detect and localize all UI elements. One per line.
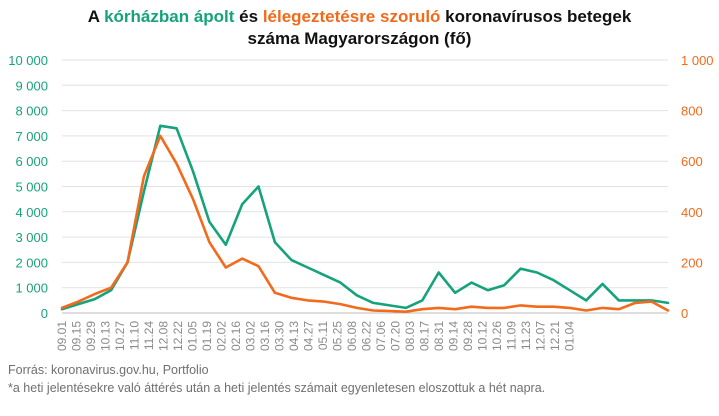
ventilated-series-line — [60, 134, 670, 314]
x-tick-label: 11.10 — [128, 321, 142, 350]
x-tick-label: 09.28 — [461, 321, 475, 351]
x-tick-label: 10.26 — [490, 321, 504, 351]
x-tick-label: 05.25 — [331, 321, 345, 351]
y-left-tick-label: 10 000 — [8, 53, 48, 68]
x-tick-label: 07.20 — [389, 321, 403, 351]
y-right-tick-label: 0 — [681, 306, 688, 321]
chart-title-line2: száma Magyarországon (fő) — [247, 29, 472, 48]
y-left-tick-label: 3 000 — [15, 230, 48, 245]
x-tick-label: 04.27 — [302, 321, 316, 351]
x-tick-label: 04.13 — [287, 321, 301, 351]
footnote: *a heti jelentésekre való áttérés után a… — [8, 381, 546, 395]
y-left-tick-label: 5 000 — [15, 180, 48, 195]
x-tick-label: 10.13 — [99, 321, 113, 351]
x-tick-label: 08.17 — [418, 321, 432, 351]
x-tick-label: 11.09 — [505, 321, 519, 350]
x-tick-label: 08.03 — [403, 321, 417, 351]
x-tick-label: 09.01 — [55, 321, 69, 351]
title-prefix: A — [87, 7, 105, 26]
title-suffix: koronavírusos betegek — [440, 7, 632, 26]
y-left-tick-label: 6 000 — [15, 154, 48, 169]
y-left-tick-label: 4 000 — [15, 205, 48, 220]
x-tick-label: 11.24 — [142, 321, 156, 350]
x-tick-label: 03.02 — [244, 321, 258, 351]
x-tick-label: 07.06 — [374, 321, 388, 351]
x-tick-label: 12.21 — [548, 321, 562, 351]
y-left-tick-label: 1 000 — [15, 281, 48, 296]
y-right-tick-label: 800 — [681, 104, 703, 119]
title-hospitalized: kórházban ápolt — [104, 7, 235, 26]
y-left-tick-label: 7 000 — [15, 129, 48, 144]
y-left-tick-label: 8 000 — [15, 104, 48, 119]
x-tick-label: 02.02 — [215, 321, 229, 351]
y-left-tick-label: 9 000 — [15, 78, 48, 93]
x-tick-label: 11.23 — [519, 321, 533, 350]
y-left-tick-label: 2 000 — [15, 255, 48, 270]
x-tick-label: 02.16 — [229, 321, 243, 351]
chart-title-line1: A kórházban ápolt és lélegeztetésre szor… — [0, 6, 719, 28]
x-tick-label: 08.31 — [432, 321, 446, 351]
x-tick-label: 12.07 — [534, 321, 548, 351]
y-right-tick-label: 200 — [681, 255, 703, 270]
y-right-tick-label: 600 — [681, 154, 703, 169]
hospitalized-series-line — [60, 124, 670, 311]
y-right-tick-label: 1 000 — [681, 53, 714, 68]
x-tick-label: 06.08 — [345, 321, 359, 351]
x-tick-label: 09.29 — [84, 321, 98, 351]
title-middle: és — [234, 7, 263, 26]
title-ventilated: lélegeztetésre szoruló — [262, 7, 441, 26]
source-note: Forrás: koronavirus.gov.hu, Portfolio — [8, 363, 209, 377]
x-tick-label: 10.12 — [476, 321, 490, 351]
x-tick-label: 10.27 — [113, 321, 127, 351]
x-tick-label: 03.16 — [258, 321, 272, 351]
x-tick-label: 09.15 — [70, 321, 84, 351]
x-tick-label: 03.30 — [273, 321, 287, 351]
x-tick-label: 01.05 — [186, 321, 200, 351]
x-tick-label: 09.14 — [447, 321, 461, 351]
x-tick-label: 01.19 — [200, 321, 214, 351]
x-tick-label: 12.08 — [157, 321, 171, 351]
x-tick-label: 06.22 — [360, 321, 374, 351]
x-tick-label: 05.11 — [316, 321, 330, 350]
x-tick-label: 01.04 — [563, 321, 577, 351]
y-left-tick-label: 0 — [41, 306, 48, 321]
x-tick-label: 12.22 — [171, 321, 185, 351]
y-right-tick-label: 400 — [681, 205, 703, 220]
